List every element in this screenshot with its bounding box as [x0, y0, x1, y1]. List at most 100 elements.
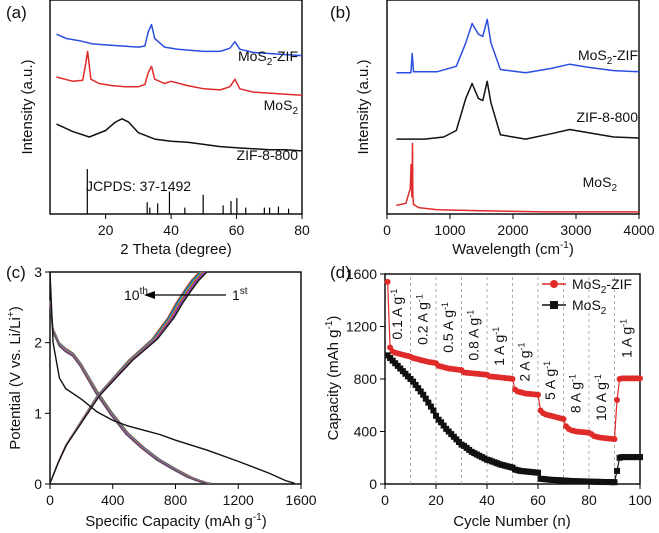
panel-b-legend-mos2: MoS2 [583, 174, 618, 194]
panel-d-rate-label: 0.2 A g-1 [414, 294, 430, 345]
panel-a-label: (a) [6, 3, 27, 22]
panel-b-legend-mos2-zif: MoS2-ZIF [578, 47, 638, 67]
panel-d-label: (d) [330, 263, 351, 282]
panel-c-ylabel: Potential (V vs. Li/Li+) [6, 306, 24, 449]
panel-a-xtick-label: 20 [98, 222, 114, 238]
panel-b: (b) 0 1000 2000 3000 4000 Wavelength (cm-1) … [330, 0, 655, 258]
panel-b-xlabel: Wavelength (cm-1) [452, 240, 574, 258]
panel-d-ticks: 0 20 40 60 80 100 0 400 800 1200 1600 [346, 266, 652, 508]
panel-d-point-mos2-zif [384, 278, 391, 285]
panel-c-xtick-label: 1600 [285, 492, 316, 508]
panel-d-point-mos2-zif [560, 416, 567, 423]
panel-c-xtick-label: 0 [46, 492, 54, 508]
panel-d-point-mos2 [422, 395, 429, 402]
panel-c-label: (c) [6, 263, 26, 282]
panel-d-rate-label: 0.5 A g-1 [440, 302, 456, 353]
panel-d-point-mos2 [438, 419, 445, 426]
panel-c-xtick-label: 800 [164, 492, 188, 508]
panel-d-rate-label: 8 A g-1 [567, 374, 583, 413]
panel-c-discharge-curve [49, 304, 207, 484]
panel-c-ytick-label: 1 [34, 405, 42, 421]
panel-d-rate-label: 2 A g-1 [516, 342, 532, 381]
panel-a-x-ticks: 20 40 60 80 [98, 214, 310, 238]
panel-b-line-2 [396, 142, 639, 213]
panel-a-legend-mos2: MoS2 [264, 97, 299, 117]
panel-c-label-1st: 1st [232, 286, 248, 303]
panel-a-legend-mos2-zif: MoS2-ZIF [238, 48, 298, 68]
panel-a-reference-bars [86, 169, 290, 214]
panel-b-xtick-label: 3000 [560, 222, 591, 238]
panel-d-ytick-label: 1600 [346, 266, 377, 282]
panel-d-ytick-label: 400 [354, 424, 378, 440]
panel-c-first-discharge [49, 271, 295, 484]
panel-b-ylabel: Intensity (a.u.) [355, 59, 372, 154]
panel-b-legend-zif: ZIF-8-800 [577, 109, 639, 125]
panel-d-point-mos2 [420, 391, 427, 398]
panel-d-legend: MoS2-ZIF MoS2 [542, 276, 632, 317]
panel-d-point-mos2-zif [614, 397, 621, 403]
panel-a-xtick-label: 80 [294, 222, 310, 238]
panel-d-point-mos2-zif [535, 391, 541, 398]
panel-d-rate-label: 10 A g-1 [593, 374, 609, 421]
panel-d-point-mos2 [425, 399, 432, 406]
panel-c-ytick-label: 2 [34, 335, 42, 351]
panel-d-xlabel: Cycle Number (n) [453, 513, 571, 530]
legend-marker-mos2 [550, 301, 558, 309]
panel-d-rate-label: 1 A g-1 [491, 327, 507, 366]
panel-a-xtick-label: 60 [229, 222, 245, 238]
panel-d-point-mos2-zif [611, 436, 618, 443]
panel-d-ylabel: Capacity (mAh g-1) [324, 316, 342, 441]
panel-a-frame [49, 0, 303, 215]
panel-d-point-mos2 [440, 422, 447, 429]
panel-d-xtick-label: 80 [581, 492, 597, 508]
panel-d-point-mos2 [433, 412, 439, 419]
panel-c-label-10th: 10th [124, 286, 148, 303]
panel-a-legend-zif: ZIF-8-800 [237, 147, 299, 163]
panel-d-point-mos2 [430, 407, 437, 414]
panel-a-ylabel: Intensity (a.u.) [19, 59, 36, 154]
panel-d-point-mos2-zif [509, 376, 516, 382]
panel-a-line-1 [56, 50, 303, 96]
panel-c-discharge-curve [49, 300, 212, 484]
panel-d-point-mos2 [410, 378, 417, 385]
legend-label-mos2: MoS2 [572, 297, 607, 317]
panel-c-xlabel: Specific Capacity (mAh g-1) [85, 512, 266, 530]
panel-d-rate-label: 0.8 A g-1 [465, 310, 481, 361]
panel-c-discharge-curve [49, 302, 210, 484]
panel-c-ytick-label: 0 [34, 476, 42, 492]
panel-d-xtick-label: 60 [530, 492, 546, 508]
panel-d-point-mos2 [535, 469, 541, 476]
panel-b-line-0 [396, 18, 640, 74]
panel-b-x-ticks: 0 1000 2000 3000 4000 [383, 214, 655, 238]
legend-marker-mos2-zif [550, 280, 558, 288]
panel-d-point-mos2 [427, 403, 434, 410]
panel-b-line-1 [396, 80, 640, 140]
panel-d-xtick-label: 40 [479, 492, 495, 508]
panel-a-xlabel: 2 Theta (degree) [120, 241, 231, 258]
legend-label-mos2-zif: MoS2-ZIF [572, 276, 632, 296]
panel-d-rate-label: 5 A g-1 [542, 361, 558, 400]
panel-d-ytick-label: 1200 [346, 319, 377, 335]
panel-b-xtick-label: 4000 [623, 222, 654, 238]
panel-c-ytick-label: 3 [34, 264, 42, 280]
panel-a-xtick-label: 40 [163, 222, 179, 238]
panel-d-rate-label: 1 A g-1 [618, 319, 634, 358]
panel-c-ticks: 0 400 800 1200 1600 0 1 2 3 [34, 264, 317, 508]
panel-a-series [56, 23, 303, 152]
panel-d-ytick-label: 0 [369, 476, 377, 492]
panel-a-line-2 [56, 118, 303, 152]
panel-c-discharge-curve [49, 301, 211, 484]
panel-d-point-mos2 [417, 388, 424, 395]
panel-c-xtick-label: 400 [101, 492, 125, 508]
panel-d-point-mos2 [611, 479, 618, 486]
panel-c-discharge-curve [49, 301, 210, 484]
panel-b-label: (b) [330, 3, 351, 22]
panel-c-charge-curve [49, 271, 208, 484]
panel-c-xtick-label: 1200 [223, 492, 254, 508]
panel-d-point-mos2 [637, 454, 643, 461]
panel-c: (c) 0 400 800 1200 1600 0 1 2 3 Specific Capacit… [6, 263, 317, 530]
panel-d-xtick-label: 100 [628, 492, 652, 508]
panel-a: (a) 20 40 60 80 2 Theta (degree) Intensity … [6, 0, 310, 258]
panel-b-xtick-label: 1000 [434, 222, 465, 238]
